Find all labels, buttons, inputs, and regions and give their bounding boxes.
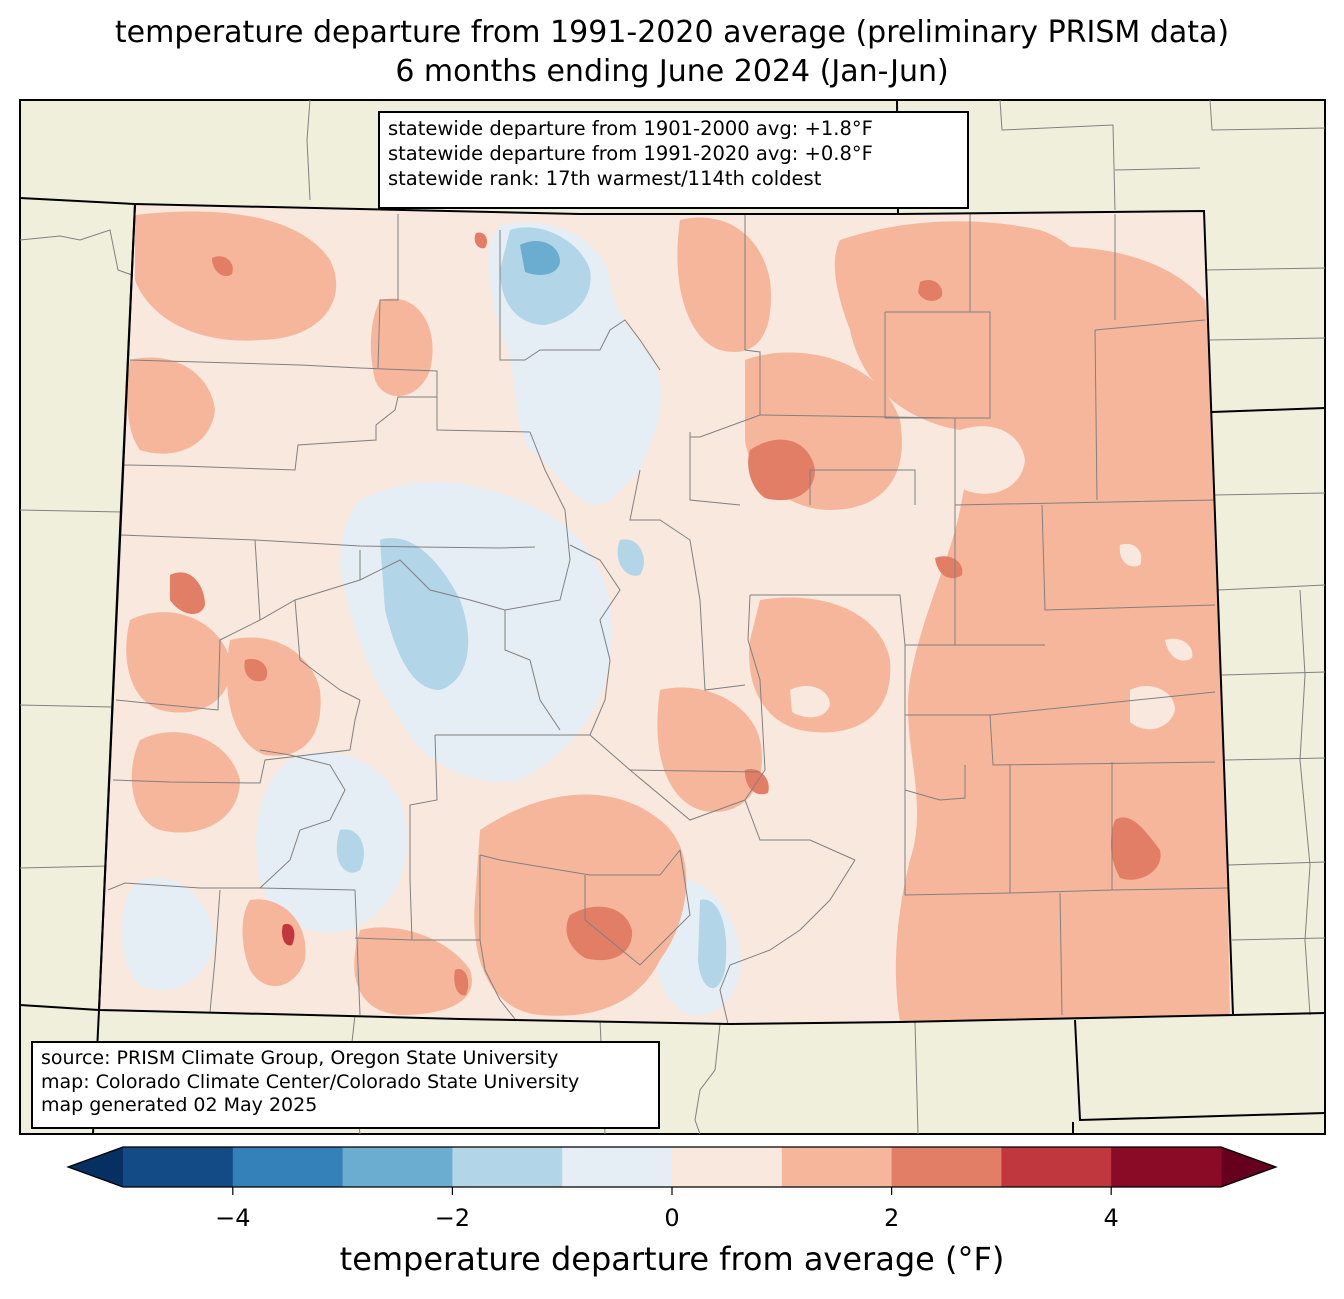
colorbar-tick-label-0: −4	[215, 1204, 251, 1232]
stats-rank: statewide rank: 17th warmest/114th colde…	[388, 167, 822, 190]
source-generated-date: map generated 02 May 2025	[41, 1094, 318, 1116]
colorbar-tick-label-2: 0	[664, 1204, 680, 1232]
source-map-credit: map: Colorado Climate Center/Colorado St…	[41, 1070, 580, 1093]
colorbar-outline	[66, 1146, 1278, 1188]
temperature-field	[99, 204, 1233, 1024]
colorbar-bin-4	[562, 1147, 673, 1187]
source-box: source: PRISM Climate Group, Oregon Stat…	[31, 1041, 660, 1129]
colorbar-bin-9	[1111, 1147, 1222, 1187]
colorbar-label: temperature departure from average (°F)	[339, 1240, 1005, 1278]
colorbar	[66, 1146, 1278, 1195]
map-title: temperature departure from 1991-2020 ave…	[114, 15, 1230, 50]
colorbar-bin-2	[342, 1147, 453, 1187]
colorbar-bin-8	[1001, 1147, 1112, 1187]
colorbar-under-arrow	[68, 1147, 123, 1187]
colorbar-bin-0	[123, 1147, 234, 1187]
colorbar-tick-label-3: 2	[883, 1204, 900, 1232]
colorbar-bin-7	[891, 1147, 1002, 1187]
colorbar-bin-1	[232, 1147, 344, 1187]
map-subtitle: 6 months ending June 2024 (Jan-Jun)	[395, 54, 949, 89]
colorbar-tick-label-4: 4	[1103, 1204, 1119, 1232]
statewide-stats-box: statewide departure from 1901-2000 avg: …	[378, 111, 969, 209]
stats-departure-1991-2020: statewide departure from 1991-2020 avg: …	[388, 142, 873, 165]
county-lines	[107, 214, 1229, 1025]
colorbar-bin-3	[452, 1147, 563, 1187]
source-prism: source: PRISM Climate Group, Oregon Stat…	[41, 1047, 559, 1069]
colorbar-tick-label-1: −2	[434, 1204, 471, 1232]
stats-departure-1901-2000: statewide departure from 1901-2000 avg: …	[388, 117, 873, 140]
colorbar-bin-5	[672, 1147, 783, 1187]
colorbar-bin-6	[781, 1147, 893, 1187]
colorbar-over-arrow	[1221, 1147, 1276, 1187]
